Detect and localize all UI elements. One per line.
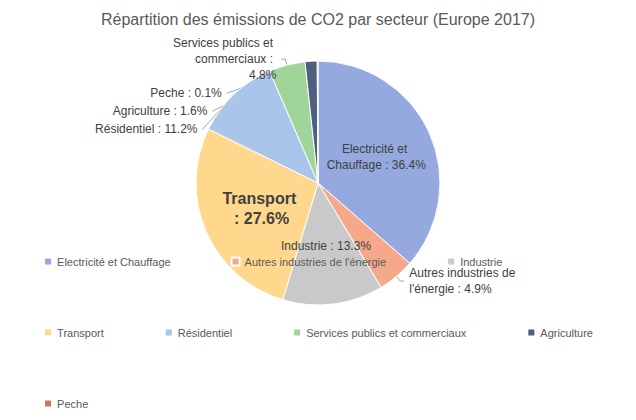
svg-text:Agriculture: Agriculture [540,327,593,339]
svg-text:Résidentiel: Résidentiel [178,327,232,339]
svg-text:l'énergie : 4.9%: l'énergie : 4.9% [409,282,492,296]
svg-text:4.8%: 4.8% [249,68,277,82]
svg-text:Résidentiel : 11.2%: Résidentiel : 11.2% [95,122,198,136]
svg-text:Electricité et: Electricité et [342,142,411,156]
svg-text:Peche: Peche [57,398,88,410]
svg-text:Autres industries de: Autres industries de [409,266,518,280]
svg-text:Répartition des émissions de C: Répartition des émissions de CO2 par sec… [101,11,535,28]
svg-text:Agriculture : 1.6%: Agriculture : 1.6% [113,104,208,118]
svg-text:Electricité et Chauffage: Electricité et Chauffage [57,256,171,268]
svg-text:Autres industries de l'énergie: Autres industries de l'énergie [245,256,387,268]
svg-text:Industrie : 13.3%: Industrie : 13.3% [281,239,371,253]
svg-text:commerciaux :: commerciaux : [195,52,276,66]
svg-text:Services publics et: Services publics et [173,36,276,50]
svg-text:: 27.6%: : 27.6% [230,210,290,227]
svg-text:Industrie: Industrie [460,256,502,268]
svg-text:Peche : 0.1%: Peche : 0.1% [150,86,222,100]
svg-text:Transport: Transport [57,327,104,339]
svg-text:Transport: Transport [222,190,296,207]
svg-text:Services publics et commerciau: Services publics et commerciaux [306,327,467,339]
svg-text:Chauffage : 36.4%: Chauffage : 36.4% [327,158,427,172]
